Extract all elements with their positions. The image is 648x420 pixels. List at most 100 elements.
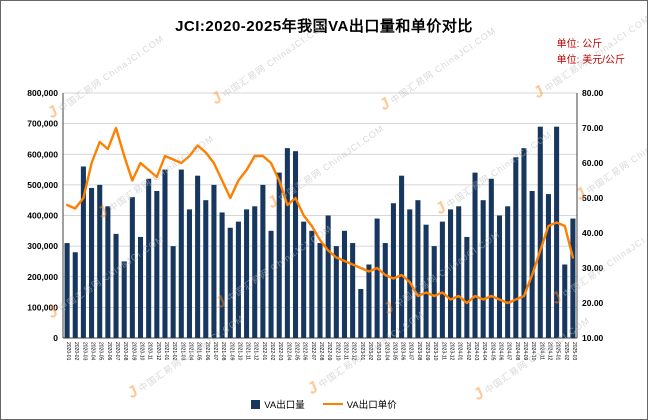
svg-text:40.00: 40.00 xyxy=(582,228,604,238)
bar-2020-10 xyxy=(137,236,144,338)
svg-text:2021-04: 2021-04 xyxy=(187,342,193,361)
svg-text:400,000: 400,000 xyxy=(27,211,58,221)
svg-text:2025-03: 2025-03 xyxy=(571,342,577,361)
svg-text:80.00: 80.00 xyxy=(582,88,604,98)
bar-2024-01 xyxy=(456,206,462,338)
svg-text:700,000: 700,000 xyxy=(27,119,58,129)
svg-text:2020-10: 2020-10 xyxy=(139,342,145,361)
svg-text:2022-06: 2022-06 xyxy=(302,342,308,361)
bar-2023-11 xyxy=(439,221,445,339)
bar-2020-08 xyxy=(121,261,127,338)
svg-text:800,000: 800,000 xyxy=(27,88,58,98)
svg-text:2023-09: 2023-09 xyxy=(424,342,430,361)
svg-text:2023-02: 2023-02 xyxy=(367,342,373,361)
svg-text:2020-06: 2020-06 xyxy=(106,342,112,361)
svg-text:2020-07: 2020-07 xyxy=(114,342,120,361)
bar-2021-11 xyxy=(244,209,250,339)
svg-text:2020-02: 2020-02 xyxy=(73,342,79,361)
svg-text:2024-06: 2024-06 xyxy=(497,342,503,361)
svg-text:2025-01: 2025-01 xyxy=(555,342,561,361)
bar-2021-07 xyxy=(211,184,217,339)
bar-2025-02 xyxy=(562,264,568,338)
bar-2022-09 xyxy=(325,215,331,338)
unit-left-label: 单位: 公斤 xyxy=(556,39,603,50)
svg-text:2022-08: 2022-08 xyxy=(318,342,324,361)
bar-2021-08 xyxy=(219,212,225,338)
svg-text:70.00: 70.00 xyxy=(582,123,604,133)
legend: VA出口量 VA出口单价 xyxy=(1,397,647,411)
svg-text:2023-01: 2023-01 xyxy=(359,342,365,361)
svg-text:600,000: 600,000 xyxy=(27,149,58,159)
svg-text:2023-08: 2023-08 xyxy=(416,342,422,361)
svg-text:2020-03: 2020-03 xyxy=(81,342,87,361)
bar-2024-07 xyxy=(505,206,511,338)
svg-text:2020-04: 2020-04 xyxy=(90,342,96,361)
bar-2021-06 xyxy=(203,200,209,338)
svg-text:100,000: 100,000 xyxy=(27,302,58,312)
bar-2022-08 xyxy=(317,243,323,338)
bar-2024-10 xyxy=(529,191,535,338)
bar-2023-12 xyxy=(448,209,454,339)
bar-2020-05 xyxy=(97,184,103,339)
svg-text:2024-09: 2024-09 xyxy=(522,342,528,361)
svg-text:2024-07: 2024-07 xyxy=(506,342,512,361)
svg-text:2022-07: 2022-07 xyxy=(310,342,316,361)
bar-2024-12 xyxy=(545,194,551,338)
svg-text:2024-10: 2024-10 xyxy=(530,342,536,361)
bar-2024-06 xyxy=(496,215,503,338)
bar-2024-08 xyxy=(513,157,519,338)
bar-2024-02 xyxy=(464,236,470,338)
bar-2021-04 xyxy=(186,209,192,339)
svg-text:2022-04: 2022-04 xyxy=(285,342,291,361)
svg-text:2021-02: 2021-02 xyxy=(171,342,177,361)
svg-text:2021-10: 2021-10 xyxy=(236,342,242,361)
bar-2022-06 xyxy=(301,221,307,339)
svg-text:2023-05: 2023-05 xyxy=(391,342,397,361)
bar-2020-09 xyxy=(129,197,135,339)
svg-text:2020-08: 2020-08 xyxy=(122,342,128,361)
svg-text:2022-12: 2022-12 xyxy=(351,342,357,361)
svg-text:2020-05: 2020-05 xyxy=(98,342,104,361)
svg-text:2020-11: 2020-11 xyxy=(147,342,153,360)
svg-text:2024-05: 2024-05 xyxy=(489,342,495,361)
svg-text:2022-03: 2022-03 xyxy=(277,342,283,361)
bar-2022-03 xyxy=(276,172,282,339)
bar-2022-10 xyxy=(333,246,339,339)
svg-text:300,000: 300,000 xyxy=(27,241,58,251)
svg-text:2021-05: 2021-05 xyxy=(196,342,202,361)
legend-label-price: VA出口单价 xyxy=(346,400,397,411)
svg-text:2023-12: 2023-12 xyxy=(449,342,455,361)
svg-text:2023-06: 2023-06 xyxy=(400,342,406,361)
bar-2024-03 xyxy=(472,172,478,339)
legend-item-volume: VA出口量 xyxy=(251,397,305,411)
svg-text:2024-08: 2024-08 xyxy=(514,342,520,361)
bar-2023-08 xyxy=(415,200,421,338)
bar-2022-02 xyxy=(268,230,274,338)
bar-swatch-icon xyxy=(251,399,261,409)
legend-item-price: VA出口单价 xyxy=(322,397,397,411)
bar-2023-05 xyxy=(390,203,396,338)
svg-text:200,000: 200,000 xyxy=(27,272,58,282)
svg-text:2021-06: 2021-06 xyxy=(204,342,210,361)
svg-text:2024-03: 2024-03 xyxy=(473,342,479,361)
bar-2020-04 xyxy=(89,187,95,338)
bar-2020-03 xyxy=(80,166,86,338)
svg-text:2022-02: 2022-02 xyxy=(269,342,275,361)
line-swatch-icon xyxy=(322,403,343,405)
bar-2022-11 xyxy=(341,230,348,338)
svg-text:2020-01: 2020-01 xyxy=(65,342,71,361)
bar-2022-07 xyxy=(309,230,315,338)
svg-text:10.00: 10.00 xyxy=(582,333,604,343)
bar-2022-05 xyxy=(292,151,299,338)
bar-2023-07 xyxy=(407,209,413,339)
svg-text:30.00: 30.00 xyxy=(582,263,604,273)
bar-2023-01 xyxy=(358,289,364,338)
svg-text:2022-09: 2022-09 xyxy=(326,342,332,361)
bar-2023-02 xyxy=(366,264,372,338)
bar-2021-01 xyxy=(162,169,168,338)
unit-labels: 单位: 公斤 单位: 美元/公斤 xyxy=(557,37,625,69)
svg-text:2022-11: 2022-11 xyxy=(342,342,348,360)
svg-text:2021-07: 2021-07 xyxy=(212,342,218,361)
